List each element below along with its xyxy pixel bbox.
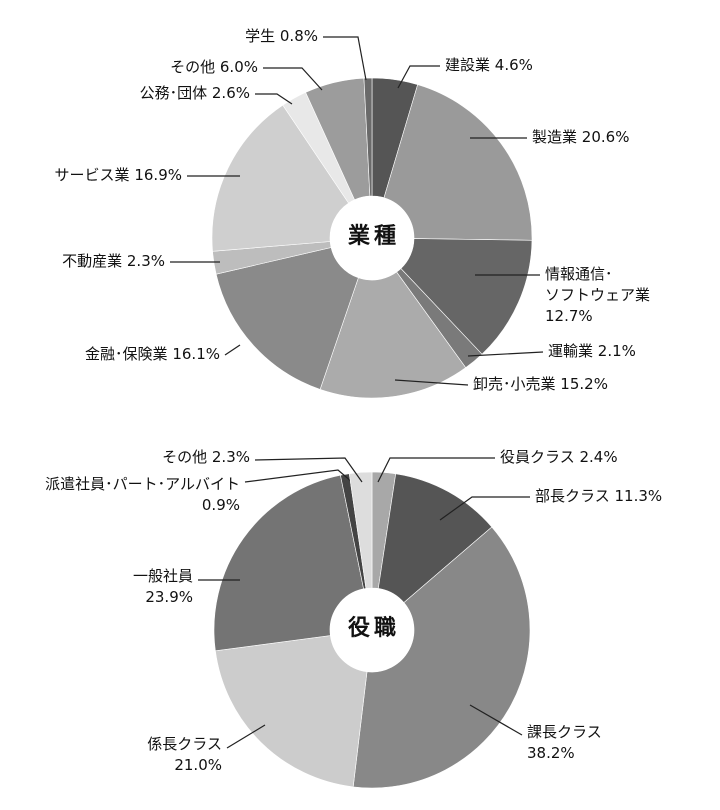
slice-label: 情報通信･ ソフトウェア業 12.7% — [545, 264, 650, 327]
title: 業種 — [347, 224, 400, 249]
leader-line — [467, 351, 544, 357]
value-label: 38.2% — [527, 744, 575, 762]
slice-label: サービス業 16.9% — [55, 165, 182, 186]
value-label: 21.0% — [174, 756, 222, 774]
value-label: 2.3% — [211, 448, 250, 466]
leader-line — [323, 36, 367, 81]
category-label: 卸売･小売業 — [473, 375, 556, 393]
category-label: 情報通信･ ソフトウェア業 — [545, 265, 651, 304]
category-label: 製造業 — [532, 128, 578, 146]
slice-label: 派遣社員･パート･アルバイト 0.9% — [45, 474, 240, 516]
slice-label: 金融･保険業 16.1% — [85, 344, 220, 365]
donut-hole — [330, 588, 414, 672]
leader-line — [226, 724, 266, 749]
value-label: 11.3% — [614, 487, 663, 505]
category-label: 部長クラス — [535, 487, 610, 505]
leader-line — [439, 496, 530, 521]
slice-label: 製造業 20.6% — [532, 127, 629, 148]
category-label: 金融･保険業 — [85, 345, 168, 363]
category-label: 派遣社員･パート･アルバイト — [45, 475, 240, 493]
leader-line — [469, 704, 523, 736]
donut-hole — [330, 196, 414, 280]
value-label: 6.0% — [219, 58, 258, 76]
category-label: 建設業 — [445, 56, 491, 74]
leader-line — [377, 457, 495, 483]
slice-label: その他 2.3% — [162, 447, 250, 468]
category-label: 不動産業 — [62, 252, 123, 270]
slice-label: 運輸業 2.1% — [548, 341, 636, 362]
category-label: 公務･団体 — [139, 84, 208, 102]
slice-label: 学生 0.8% — [245, 26, 318, 47]
slice-label: 公務･団体 2.6% — [140, 83, 250, 104]
category-label: その他 — [162, 448, 208, 466]
value-label: 2.6% — [211, 84, 250, 102]
slice-label: 役員クラス 2.4% — [500, 447, 618, 468]
value-label: 12.7% — [545, 307, 593, 325]
slice-label: 係長クラス 21.0% — [147, 734, 222, 776]
value-label: 0.8% — [279, 27, 318, 45]
slice-label: 卸売･小売業 15.2% — [473, 374, 608, 395]
leader-line — [244, 469, 353, 483]
leader-line — [397, 65, 440, 89]
slice-label: その他 6.0% — [170, 57, 258, 78]
category-label: 学生 — [245, 27, 276, 45]
leader-line — [224, 344, 241, 356]
value-label: 23.9% — [145, 588, 193, 606]
category-label: その他 — [170, 58, 216, 76]
slice-label: 建設業 4.6% — [445, 55, 533, 76]
slice-label: 不動産業 2.3% — [62, 251, 165, 272]
value-label: 2.1% — [597, 342, 636, 360]
value-label: 4.6% — [494, 56, 533, 74]
leader-line — [255, 93, 293, 105]
leader-line — [263, 67, 323, 91]
center-title: 役職 — [332, 616, 416, 641]
slice-label: 一般社員 23.9% — [133, 566, 193, 608]
value-label: 0.9% — [201, 496, 240, 514]
category-label: 課長クラス — [527, 723, 602, 741]
center-title: 業種 — [332, 224, 416, 249]
category-label: 役員クラス — [500, 448, 575, 466]
category-label: 運輸業 — [548, 342, 594, 360]
leader-line — [394, 379, 469, 386]
value-label: 2.4% — [579, 448, 618, 466]
slice-label: 部長クラス 11.3% — [535, 486, 662, 507]
value-label: 20.6% — [581, 128, 630, 146]
value-label: 16.9% — [134, 166, 182, 184]
slice-label: 課長クラス 38.2% — [527, 722, 602, 764]
category-label: 係長クラス — [147, 735, 222, 753]
value-label: 2.3% — [126, 252, 165, 270]
value-label: 15.2% — [560, 375, 608, 393]
value-label: 16.1% — [172, 345, 220, 363]
title: 役職 — [347, 616, 400, 641]
leader-line — [254, 457, 363, 483]
category-label: 一般社員 — [132, 567, 193, 585]
category-label: サービス業 — [54, 166, 130, 184]
